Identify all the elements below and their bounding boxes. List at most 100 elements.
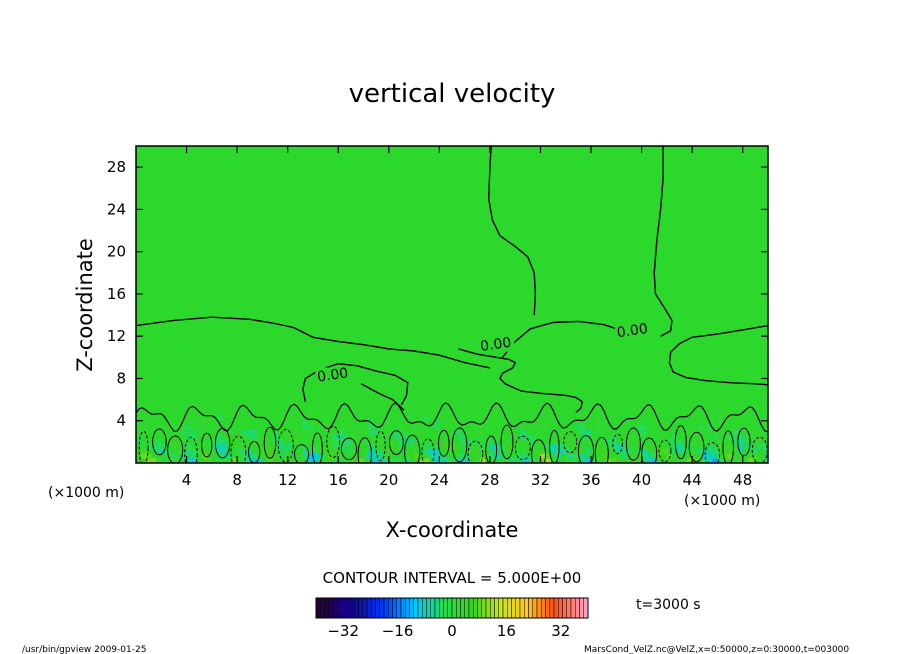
zero-contour-1: [458, 348, 583, 413]
field-cell: [661, 448, 668, 454]
field-cell: [747, 434, 754, 440]
field-cell: [449, 453, 455, 459]
field-cell: [302, 453, 309, 459]
colorbar-swatch-46: [511, 597, 516, 619]
field-cell: [272, 438, 279, 445]
field-cell: [762, 443, 768, 450]
colorbar-swatch-53: [541, 597, 546, 619]
colorbar-swatch-6: [341, 597, 346, 619]
field-cell: [707, 453, 713, 459]
field-cell: [757, 443, 764, 450]
field-cell: [479, 434, 486, 440]
field-cell: [702, 458, 708, 463]
field-cell: [545, 443, 552, 450]
small-contour-29: [594, 436, 609, 463]
small-contour-12: [326, 425, 341, 458]
small-contour-38: [737, 427, 751, 457]
colorbar-tick-label-1: −16: [382, 622, 414, 640]
field-cell: [353, 434, 359, 440]
field-cell: [373, 458, 380, 463]
field-cell: [216, 458, 223, 463]
field-cell: [186, 458, 193, 463]
field-cell: [479, 458, 486, 463]
colorbar-swatch-4: [332, 597, 338, 619]
field-cell: [383, 443, 390, 450]
field-cell: [651, 453, 658, 459]
field-cell: [555, 448, 562, 454]
field-cell: [171, 434, 177, 440]
field-cell: [242, 453, 248, 459]
field-cell: [565, 429, 572, 435]
field-cell: [570, 438, 577, 445]
colorbar-swatch-9: [354, 597, 359, 619]
field-cell: [722, 438, 728, 445]
field-cell: [328, 458, 334, 463]
field-cell: [318, 438, 324, 445]
colorbar-swatch-26: [426, 597, 431, 619]
field-cell: [616, 443, 622, 450]
field-cell: [242, 448, 248, 454]
field-cell: [591, 458, 597, 463]
field-cell: [393, 448, 400, 454]
field-cell: [171, 448, 177, 454]
field-cell: [267, 443, 273, 450]
field-cell: [419, 434, 425, 440]
field-cell: [267, 448, 273, 454]
field-cell: [323, 448, 329, 454]
field-cell: [186, 443, 193, 450]
field-cell: [156, 438, 162, 445]
field-cell: [484, 453, 491, 459]
small-contour-6: [230, 435, 247, 463]
colorbar-swatch-22: [409, 597, 414, 619]
field-cell: [338, 429, 344, 435]
field-cell: [636, 453, 643, 459]
field-cell: [297, 458, 304, 463]
field-cell: [444, 458, 450, 463]
field-cell: [353, 438, 359, 445]
field-cell: [136, 448, 142, 454]
field-cell: [732, 429, 739, 435]
field-cell: [479, 443, 486, 450]
turbulence-layer: [136, 415, 768, 463]
field-cell: [474, 453, 481, 459]
field-cell: [307, 453, 314, 459]
field-cell: [707, 458, 713, 463]
colorbar-swatch-14: [375, 597, 380, 619]
field-cell: [500, 453, 506, 459]
field-cell: [429, 448, 435, 454]
field-cell: [747, 448, 754, 454]
field-cell: [403, 434, 410, 440]
field-cell: [439, 438, 445, 445]
x-tick-label-4: 20: [379, 471, 398, 489]
field-cell: [676, 448, 683, 454]
field-cell: [358, 429, 364, 435]
field-cell: [606, 458, 612, 463]
field-cell: [363, 453, 370, 459]
field-cell: [328, 448, 334, 454]
y-tick-label-1: 8: [116, 369, 126, 387]
field-cell: [671, 443, 678, 450]
small-contour-14: [357, 437, 372, 463]
field-cell: [575, 438, 582, 445]
field-cell: [505, 438, 511, 445]
field-cell: [520, 429, 526, 435]
field-cell: [196, 424, 203, 431]
field-cell: [252, 429, 258, 435]
field-cell: [302, 448, 309, 454]
field-cell: [596, 419, 602, 426]
field-cell: [737, 458, 744, 463]
field-cell: [545, 458, 552, 463]
field-cell: [237, 443, 243, 450]
field-cell: [186, 434, 193, 440]
field-cell: [540, 453, 546, 459]
field-cell: [601, 438, 607, 445]
field-cell: [419, 458, 425, 463]
field-cell: [757, 434, 764, 440]
field-cell: [393, 434, 400, 440]
field-cell: [641, 429, 648, 435]
colorbar-swatch-28: [434, 597, 440, 619]
field-cell: [636, 429, 643, 435]
x-tick-label-7: 32: [531, 471, 550, 489]
field-cell: [494, 448, 501, 454]
field-cell: [282, 443, 289, 450]
